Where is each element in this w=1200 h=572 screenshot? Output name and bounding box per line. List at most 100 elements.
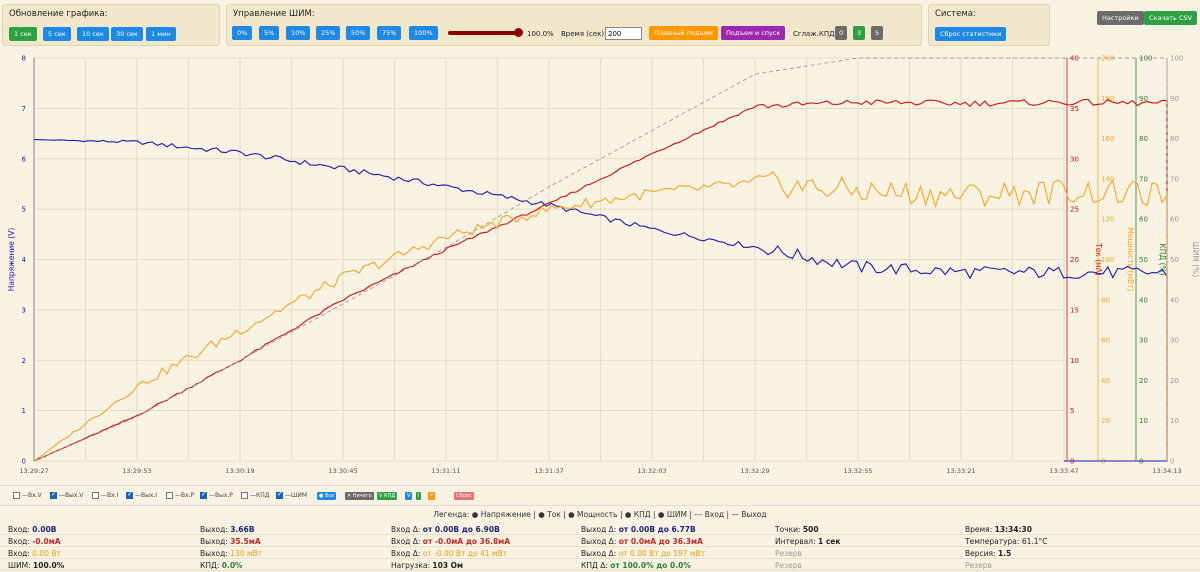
stats-value: от 0.00В до 6.77В	[618, 525, 696, 534]
stats-label: Версия:	[965, 549, 998, 558]
stats-label: Вход Δ:	[391, 549, 423, 558]
stats-value: от 0.00 Вт до 197 мВт	[618, 549, 706, 558]
x-tick-label: 13:30:45	[328, 467, 357, 475]
right-tick-label: 80	[1139, 135, 1148, 143]
left-tick-label: 3	[22, 306, 26, 314]
checkbox-out-voltage[interactable]	[50, 490, 57, 499]
rise-and-fall-button[interactable]: Подъем и спуск	[721, 26, 786, 40]
stats-label: Выход Δ:	[581, 549, 619, 558]
pwm-0-button[interactable]: 0%	[232, 26, 253, 40]
series-out-power	[33, 171, 1168, 462]
stats-row: Вход: 0.00 Вт Выход: 130 мВт Вход Δ: от -0…	[0, 547, 1200, 559]
stats-value: 100.0%	[33, 561, 65, 570]
x-tick-label: 13:31:11	[431, 467, 460, 475]
right-axis-title: КПД (%)	[1158, 243, 1167, 275]
toggle-efficiency[interactable]: —КПД	[241, 492, 269, 499]
toggle-out-voltage[interactable]: —Вых.V	[50, 490, 83, 499]
checkbox-out-current[interactable]	[126, 490, 133, 499]
toggle-out-current-label: —Вых.I	[135, 492, 158, 499]
update-1min-button[interactable]: 1 мин	[146, 27, 176, 41]
stats-value: 35.5мА	[230, 537, 261, 546]
checkbox-in-current[interactable]	[92, 492, 99, 499]
right-tick-label: 140	[1101, 175, 1114, 183]
left-tick-label: 0	[22, 458, 26, 466]
stats-cell: Выход: 35.5мА	[200, 537, 261, 546]
x-tick-label: 13:32:29	[740, 467, 769, 475]
right-tick-label: 80	[1101, 296, 1110, 304]
stats-label: Точки:	[775, 525, 803, 534]
right-tick-label: 60	[1101, 337, 1110, 345]
smooth-eff-0-button[interactable]: 0	[835, 26, 848, 40]
right-tick-label: 20	[1101, 417, 1110, 425]
stats-value: Резерв	[775, 561, 802, 570]
pwm-50-button[interactable]: 50%	[346, 26, 371, 40]
checkbox-in-voltage[interactable]	[13, 492, 20, 499]
pwm-5-button[interactable]: 5%	[259, 26, 280, 40]
stats-label: Нагрузка:	[391, 561, 433, 570]
stats-cell: Выход Δ: от 0.00 Вт до 197 мВт	[581, 549, 705, 558]
left-axis-title: Напряжение (V)	[7, 228, 16, 292]
pwm-slider-track[interactable]	[448, 31, 518, 35]
update-10s-button[interactable]: 10 сек	[77, 27, 109, 41]
toggle-pwm[interactable]: —ШИМ	[276, 490, 307, 499]
show-power-button[interactable]: P	[428, 492, 436, 500]
stats-cell: Вход Δ: от 0.00В до 6.90В	[391, 525, 500, 534]
update-1s-button[interactable]: 1 сек	[9, 27, 37, 41]
stats-label: Выход:	[200, 525, 231, 534]
right-tick-label: 100	[1170, 55, 1183, 63]
stats-cell: Версия: 1.5	[965, 549, 1011, 558]
show-voltage-button[interactable]: V	[405, 492, 413, 500]
chart-series	[33, 57, 1168, 462]
checkbox-efficiency[interactable]	[241, 492, 248, 499]
checkbox-out-power[interactable]	[200, 490, 207, 499]
reset-stats-button[interactable]: Сброс статистики	[935, 27, 1007, 41]
pwm-slider-handle[interactable]	[514, 28, 523, 37]
download-csv-button[interactable]: Скачать CSV	[1144, 11, 1198, 25]
stats-value: 1 сек	[817, 537, 841, 546]
pwm-75-button[interactable]: 75%	[377, 26, 402, 40]
right-tick-label: 40	[1170, 296, 1179, 304]
stats-cell: ШИМ: 100.0%	[8, 561, 64, 570]
pwm-25-button[interactable]: 25%	[316, 26, 341, 40]
checkbox-pwm[interactable]	[276, 490, 283, 499]
graph-update-panel: Обновление графика: 1 сек 5 сек 10 сек 3…	[2, 4, 220, 46]
right-tick-label: 90	[1170, 95, 1179, 103]
smooth-rise-button[interactable]: Плавный подъем	[649, 26, 718, 40]
show-all-button[interactable]: ● Все	[317, 492, 337, 500]
stats-value: Резерв	[775, 549, 802, 558]
update-30s-button[interactable]: 30 сек	[111, 27, 143, 41]
series-toolbar: —Вх.V —Вых.V —Вх.I —Вых.I —Вх.P —Вых.P —…	[0, 485, 1200, 506]
smooth-eff-3-button[interactable]: 3	[853, 26, 866, 40]
pwm-10-button[interactable]: 10%	[286, 26, 311, 40]
toggle-in-power[interactable]: —Вх.P	[166, 492, 194, 499]
stats-label: Интервал:	[775, 537, 818, 546]
right-tick-label: 10	[1070, 357, 1079, 365]
checkbox-in-power[interactable]	[166, 492, 173, 499]
settings-button[interactable]: Настройки	[1097, 11, 1144, 25]
stats-cell: Резерв	[965, 561, 992, 570]
show-current-button[interactable]: I	[416, 492, 422, 500]
right-tick-label: 30	[1139, 337, 1148, 345]
right-tick-label: 180	[1101, 95, 1114, 103]
pwm-100-button[interactable]: 100%	[409, 26, 438, 40]
stats-label: Выход:	[200, 537, 231, 546]
stats-label: Выход Δ:	[581, 525, 619, 534]
right-tick-label: 120	[1101, 216, 1114, 224]
show-efficiency-button[interactable]: V КПД	[377, 492, 398, 500]
stats-row: Вход: 0.00В Выход: 3.66В Вход Δ: от 0.00В …	[0, 523, 1200, 535]
update-5s-button[interactable]: 5 сек	[43, 27, 71, 41]
toggle-in-voltage[interactable]: —Вх.V	[13, 492, 42, 499]
right-axis-title: Мощность (мВт)	[1126, 228, 1135, 292]
right-tick-label: 90	[1139, 95, 1148, 103]
toggle-out-current[interactable]: —Вых.I	[126, 490, 158, 499]
show-none-button[interactable]: ✕ Ничего	[345, 492, 374, 500]
left-tick-label: 1	[22, 407, 26, 415]
toggle-in-current[interactable]: —Вх.I	[92, 492, 118, 499]
reset-series-button[interactable]: Сброс	[454, 492, 474, 500]
chart-grid	[33, 57, 1065, 462]
stats-label: Выход:	[200, 549, 231, 558]
time-seconds-input[interactable]	[605, 27, 642, 40]
left-tick-label: 5	[22, 206, 26, 214]
toggle-out-power[interactable]: —Вых.P	[200, 490, 233, 499]
smooth-eff-5-button[interactable]: 5	[871, 26, 884, 40]
